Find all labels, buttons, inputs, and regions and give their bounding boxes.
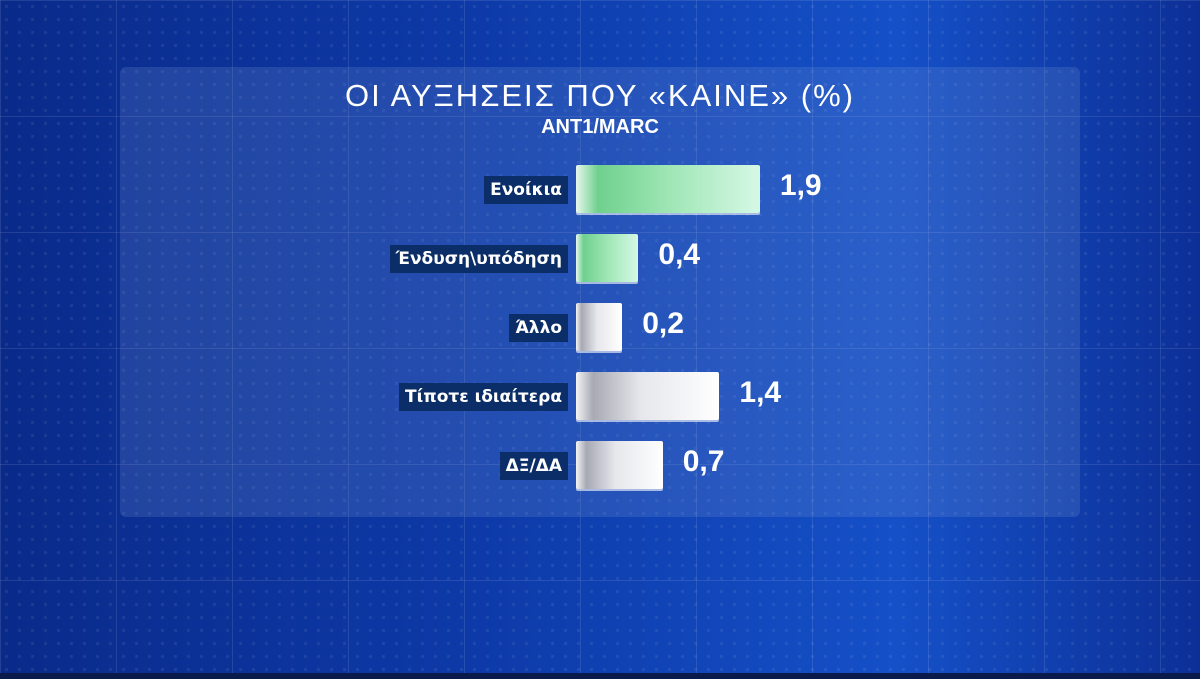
category-label: Ενοίκια (484, 176, 568, 204)
bar-row: Άλλο 0,2 (0, 303, 1200, 353)
value-label: 0,4 (658, 238, 701, 271)
bar-row: Ενοίκια 1,9 (0, 165, 1200, 215)
value-label: 0,2 (642, 307, 684, 340)
value-label: 0,7 (682, 445, 725, 478)
bar (576, 234, 639, 282)
category-label: Τίποτε ιδιαίτερα (399, 383, 568, 411)
value-label: 1,4 (739, 376, 782, 409)
chart-subtitle: ANT1/MARC (541, 116, 659, 138)
category-label: Ένδυση\υπόδηση (389, 245, 568, 273)
bar (576, 372, 720, 420)
bar (576, 165, 760, 213)
bar (576, 303, 623, 351)
category-label: Άλλο (509, 314, 568, 342)
bar-row: Τίποτε ιδιαίτερα 1,4 (0, 372, 1200, 422)
chart-title: ΟΙ ΑΥΞΗΣΕΙΣ ΠΟΥ «ΚΑΙΝΕ» (%) (344, 78, 855, 113)
bar (576, 441, 663, 489)
value-label: 1,9 (779, 169, 822, 202)
category-label: ΔΞ/ΔΑ (499, 452, 568, 480)
bottom-strip (0, 673, 1200, 679)
bar-row: Ένδυση\υπόδηση 0,4 (0, 234, 1200, 284)
bar-row: ΔΞ/ΔΑ 0,7 (0, 441, 1200, 491)
